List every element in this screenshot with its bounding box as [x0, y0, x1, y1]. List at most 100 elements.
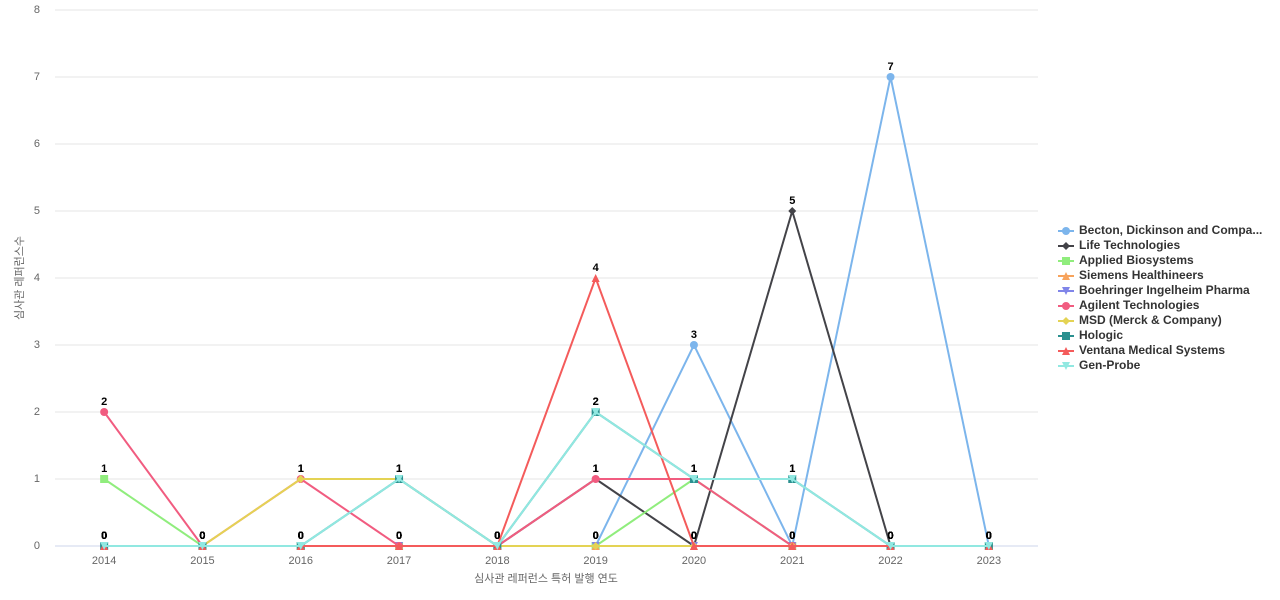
data-label: 1: [691, 463, 697, 475]
legend-label: Applied Biosystems: [1079, 253, 1194, 267]
data-label: 0: [986, 530, 992, 542]
data-label: 0: [494, 530, 500, 542]
data-label: 0: [986, 530, 992, 542]
legend-marker: [1062, 302, 1070, 310]
data-label: 0: [101, 530, 107, 542]
legend-label: Life Technologies: [1079, 238, 1180, 252]
y-tick-label: 5: [34, 205, 40, 217]
data-label: 0: [986, 530, 992, 542]
data-point: [886, 542, 895, 550]
data-label: 1: [691, 463, 697, 475]
data-point: [296, 475, 305, 483]
legend-label: Boehringer Ingelheim Pharma: [1079, 283, 1250, 297]
data-label: 0: [101, 530, 107, 542]
data-label: 0: [691, 530, 697, 542]
series-line: [104, 76, 990, 550]
data-label: 0: [494, 530, 500, 542]
data-label: 0: [789, 530, 795, 542]
data-label: 0: [396, 530, 402, 542]
data-point: [395, 475, 404, 483]
y-tick-label: 6: [34, 138, 40, 150]
data-label: 0: [298, 530, 304, 542]
legend-label: Ventana Medical Systems: [1079, 343, 1225, 357]
data-label: 0: [986, 530, 992, 542]
data-label: 0: [986, 530, 992, 542]
x-tick-label: 2023: [977, 555, 1001, 567]
data-label: 5: [789, 195, 795, 207]
data-label: 0: [887, 530, 893, 542]
data-label: 3: [691, 329, 697, 341]
data-label: 1: [691, 463, 697, 475]
data-label: 0: [986, 530, 992, 542]
data-label: 0: [199, 530, 205, 542]
data-label: 0: [494, 530, 500, 542]
data-label: 0: [789, 530, 795, 542]
legend-label: Agilent Technologies: [1079, 298, 1200, 312]
data-label: 0: [199, 530, 205, 542]
data-label: 4: [593, 262, 600, 274]
data-point: [591, 542, 600, 550]
data-label: 0: [494, 530, 500, 542]
legend-marker: [1062, 317, 1070, 325]
data-label: 0: [887, 530, 893, 542]
y-tick-label: 4: [34, 272, 40, 284]
y-axis-title: 심사관 레퍼런스수: [13, 236, 26, 320]
data-label: 0: [199, 530, 205, 542]
data-label: 0: [199, 530, 205, 542]
legend-marker: [1062, 362, 1070, 370]
legend-label: Becton, Dickinson and Compa...: [1079, 223, 1262, 237]
data-label: 0: [691, 530, 697, 542]
series-line: [104, 207, 989, 548]
x-tick-label: 2020: [682, 555, 706, 567]
data-label: 0: [494, 530, 500, 542]
data-label: 0: [298, 530, 304, 542]
data-label: 0: [101, 530, 107, 542]
data-label: 2: [593, 396, 599, 408]
legend-marker: [1062, 287, 1070, 295]
data-label: 0: [887, 530, 893, 542]
data-label: 0: [494, 530, 500, 542]
data-label: 0: [789, 530, 795, 542]
data-point: [788, 475, 797, 483]
y-tick-label: 1: [34, 473, 40, 485]
data-label: 0: [494, 530, 500, 542]
y-tick-label: 7: [34, 71, 40, 83]
data-label: 0: [789, 530, 795, 542]
data-label: 0: [986, 530, 992, 542]
data-label: 0: [396, 530, 402, 542]
data-label: 0: [887, 530, 893, 542]
data-label: 0: [593, 530, 599, 542]
data-label: 0: [101, 530, 107, 542]
data-label: 0: [396, 530, 402, 542]
x-tick-label: 2019: [583, 555, 607, 567]
data-label: 0: [101, 530, 107, 542]
data-point: [591, 408, 600, 416]
data-label: 0: [494, 530, 500, 542]
data-label: 0: [396, 530, 402, 542]
data-label: 1: [396, 463, 402, 475]
data-label: 7: [887, 61, 893, 73]
data-label: 1: [298, 463, 304, 475]
data-label: 0: [396, 530, 402, 542]
data-point: [984, 542, 993, 550]
data-label: 0: [101, 530, 107, 542]
data-label: 0: [789, 530, 795, 542]
data-label: 1: [789, 463, 795, 475]
data-label: 0: [986, 530, 992, 542]
data-label: 1: [396, 463, 402, 475]
data-label: 0: [789, 530, 795, 542]
data-label: 0: [887, 530, 893, 542]
data-label: 0: [298, 530, 304, 542]
data-label: 0: [396, 530, 402, 542]
data-label: 0: [887, 530, 893, 542]
data-point: [689, 475, 698, 483]
data-label: 0: [593, 530, 599, 542]
data-label: 0: [199, 530, 205, 542]
data-label: 0: [101, 530, 107, 542]
data-label: 0: [887, 530, 893, 542]
data-label: 0: [593, 530, 599, 542]
data-label: 0: [199, 530, 205, 542]
data-point: [788, 207, 797, 215]
data-label: 0: [298, 530, 304, 542]
